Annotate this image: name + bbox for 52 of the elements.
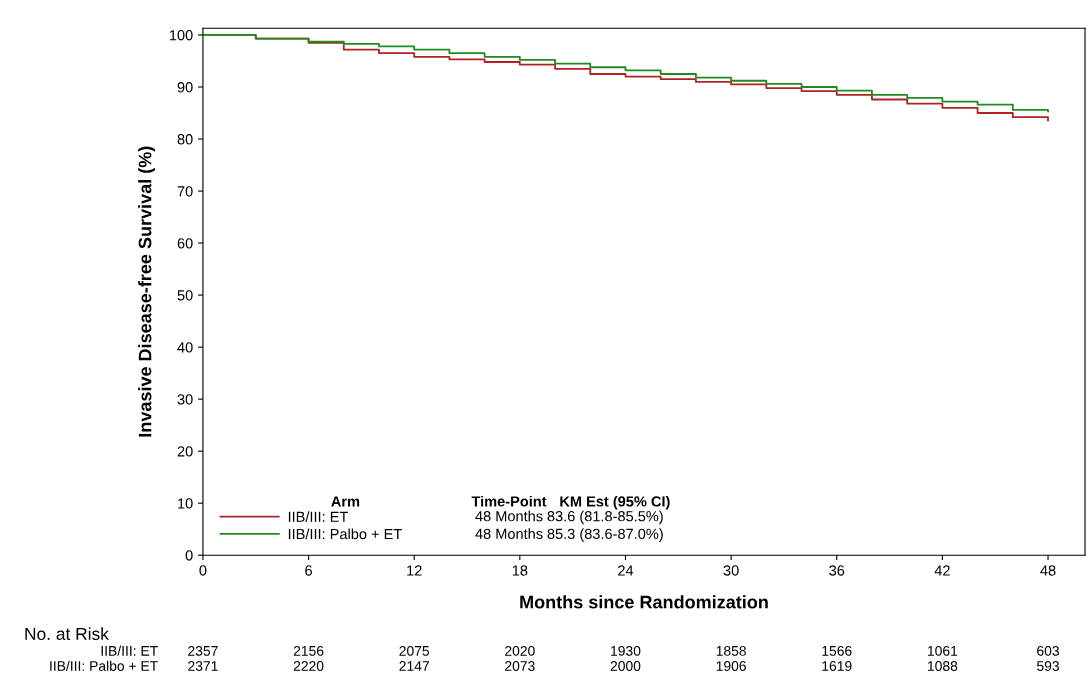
y-tick-label: 70 <box>177 186 193 197</box>
annotation: Arm <box>331 496 360 507</box>
annotation: 83.6 (81.8-85.5%) <box>547 510 663 525</box>
y-tick-label: 90 <box>177 82 193 93</box>
text: IIB/III: Palbo + ET <box>50 660 158 671</box>
y-tick-label: 60 <box>177 238 193 249</box>
y-tick-label: 100 <box>169 30 193 41</box>
text: No. at Risk <box>25 627 109 641</box>
legend-label: IIB/III: Palbo + ET <box>288 528 402 540</box>
text: 2147 <box>399 661 429 671</box>
x-tick-label: 6 <box>305 565 312 576</box>
text: 1061 <box>928 645 958 656</box>
text: 1619 <box>822 661 852 671</box>
text: 1930 <box>611 645 641 656</box>
x-tick-label: 24 <box>618 565 634 576</box>
annotation: 48 Months <box>475 528 543 540</box>
text: 1566 <box>822 645 852 656</box>
y-tick-label: 20 <box>177 446 193 457</box>
x-tick-label: 30 <box>723 565 739 576</box>
y-tick-label: 50 <box>177 290 193 301</box>
text: 2156 <box>293 645 324 656</box>
x-tick-label: 0 <box>199 565 207 576</box>
text: 2000 <box>610 661 641 671</box>
x-tick-label: 42 <box>934 565 950 576</box>
text: 1088 <box>928 661 958 671</box>
text: 2020 <box>505 645 535 656</box>
text: 2371 <box>188 661 218 671</box>
y-tick-label: 0 <box>185 550 193 561</box>
y-tick-label: 80 <box>177 134 193 145</box>
text: 593 <box>1037 661 1059 671</box>
x-tick-label: 48 <box>1040 565 1056 576</box>
x-tick-label: 36 <box>829 565 845 576</box>
y-axis-title: Invasive Disease-free Survival (%) <box>138 146 155 437</box>
annotation: KM Est (95% CI) <box>560 495 670 510</box>
text: IIB/III: ET <box>101 645 158 656</box>
x-tick-label: 18 <box>512 565 528 576</box>
y-tick-label: 40 <box>177 342 193 353</box>
text: 2357 <box>188 645 218 656</box>
text: 2075 <box>399 645 430 656</box>
text: 2220 <box>293 661 324 671</box>
text: 1858 <box>716 645 746 656</box>
legend-label: IIB/III: ET <box>288 511 348 522</box>
x-tick-label: 12 <box>407 565 422 576</box>
y-tick-label: 10 <box>178 498 193 509</box>
text: 2073 <box>505 661 535 671</box>
annotation: 85.3 (83.6-87.0%) <box>547 528 663 542</box>
annotation: 48 Months <box>475 510 543 522</box>
y-tick-label: 30 <box>177 394 193 405</box>
annotation: Time-Point <box>471 495 547 507</box>
text: 1906 <box>716 661 746 671</box>
x-axis-title: Months since Randomization <box>520 595 768 609</box>
text: 603 <box>1037 645 1059 656</box>
